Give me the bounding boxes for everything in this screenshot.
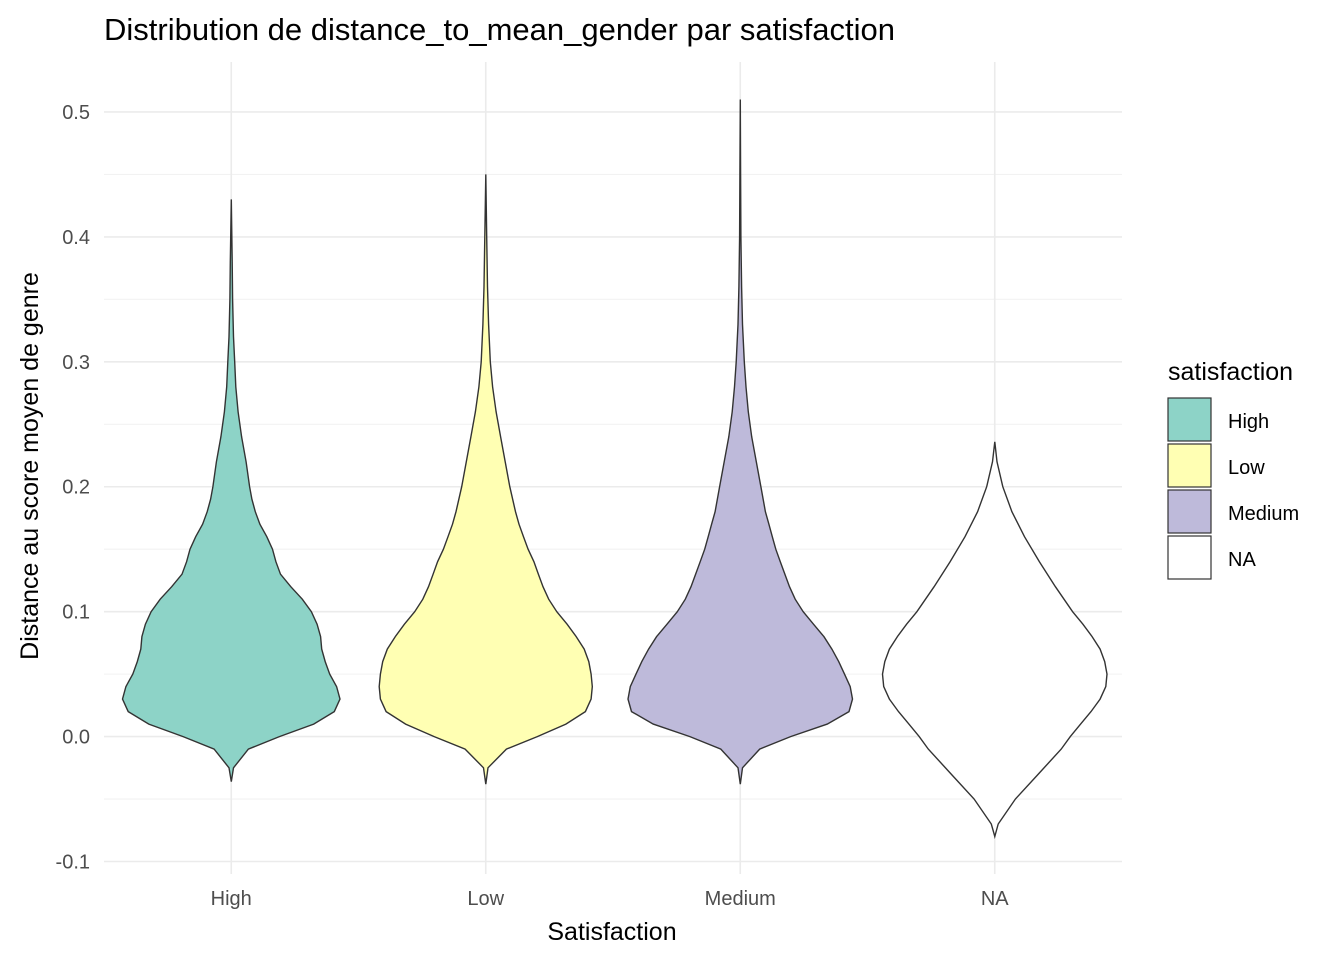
y-tick-label: 0.1 bbox=[62, 602, 90, 624]
legend-key-low bbox=[1167, 443, 1212, 488]
legend: satisfaction High Low Medium NA bbox=[1167, 358, 1299, 580]
x-axis-title: Satisfaction bbox=[547, 918, 676, 946]
x-tick-label: Low bbox=[467, 888, 504, 910]
legend-label: Low bbox=[1228, 457, 1265, 479]
legend-label: Medium bbox=[1228, 503, 1299, 525]
y-tick-label: 0.4 bbox=[62, 227, 90, 249]
violin-high bbox=[121, 199, 341, 782]
violin-na bbox=[881, 441, 1108, 840]
x-axis-ticks: High Low Medium NA bbox=[211, 888, 1010, 910]
y-tick-label: -0.1 bbox=[56, 852, 90, 874]
legend-key-medium bbox=[1167, 489, 1212, 534]
y-tick-label: 0.3 bbox=[62, 352, 90, 374]
x-tick-label: High bbox=[211, 888, 252, 910]
legend-key-na bbox=[1167, 535, 1212, 580]
y-tick-label: 0.5 bbox=[62, 102, 90, 124]
violin-medium bbox=[627, 99, 854, 785]
x-tick-label: NA bbox=[981, 888, 1009, 910]
violin-low bbox=[378, 174, 594, 785]
legend-title: satisfaction bbox=[1168, 358, 1293, 386]
legend-key-high bbox=[1167, 397, 1212, 442]
y-axis-title: Distance au score moyen de genre bbox=[16, 272, 44, 660]
y-tick-label: 0.2 bbox=[62, 477, 90, 499]
violins bbox=[121, 99, 1108, 840]
legend-label: High bbox=[1228, 411, 1269, 433]
y-tick-label: 0.0 bbox=[62, 727, 90, 749]
x-tick-label: Medium bbox=[705, 888, 776, 910]
legend-label: NA bbox=[1228, 549, 1256, 571]
y-axis-ticks: -0.1 0.0 0.1 0.2 0.3 0.4 0.5 bbox=[56, 102, 90, 874]
chart-title: Distribution de distance_to_mean_gender … bbox=[104, 12, 895, 47]
